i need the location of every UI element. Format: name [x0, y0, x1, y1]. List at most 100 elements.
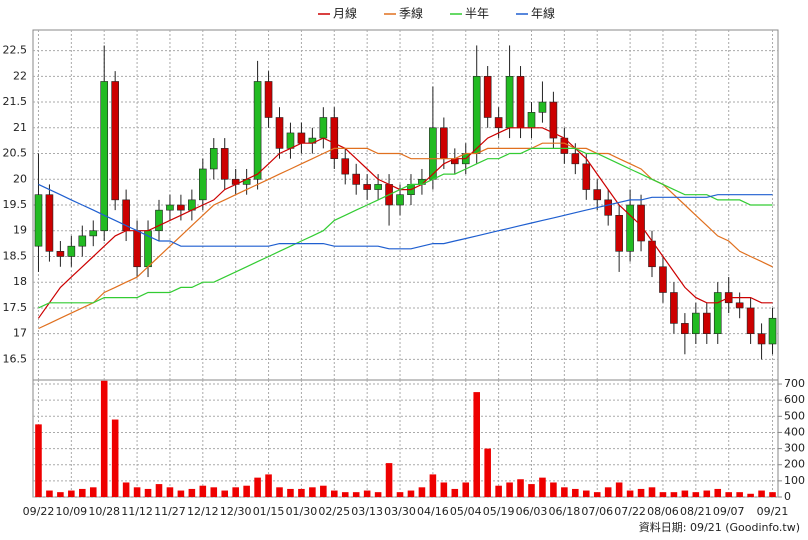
volume-bar — [593, 492, 601, 497]
volume-bar — [144, 488, 152, 497]
candle-body — [166, 204, 174, 211]
x-tick-label: 08/06 — [647, 505, 679, 518]
volume-bar — [484, 448, 491, 497]
volume-bar — [331, 490, 338, 497]
y-tick-label: 21 — [13, 121, 27, 134]
volume-bar — [550, 482, 557, 497]
volume-bar — [736, 492, 743, 497]
volume-bar — [582, 490, 590, 497]
candle-body — [483, 76, 492, 118]
y-tick-label: 17.5 — [3, 301, 28, 314]
ma-line — [38, 183, 773, 250]
candle-body — [472, 76, 481, 154]
y-tick-label: 16.5 — [3, 352, 28, 365]
volume-bar — [604, 487, 612, 497]
x-tick-label: 03/13 — [351, 505, 383, 518]
candle-body — [757, 333, 766, 345]
candle-body — [659, 266, 667, 293]
legend-label: 半年 — [465, 7, 489, 21]
candle-body — [155, 209, 163, 232]
x-tick-label: 12/12 — [187, 505, 219, 518]
y-tick-label: 18 — [13, 275, 27, 288]
x-tick-label: 09/07 — [713, 505, 745, 518]
volume-bar — [232, 487, 239, 497]
volume-bar — [177, 490, 185, 497]
candle-body — [593, 189, 602, 201]
volume-bar — [352, 492, 360, 497]
candle-body — [330, 117, 339, 159]
y-tick-label: 22 — [13, 69, 27, 82]
ma-line — [38, 142, 773, 330]
candle-body — [199, 168, 207, 201]
x-tick-label: 03/30 — [384, 505, 416, 518]
volume-bar — [517, 479, 524, 497]
candle-body — [713, 292, 722, 334]
x-tick-label: 06/03 — [516, 505, 548, 518]
volume-bar — [363, 490, 371, 497]
volume-bar — [473, 392, 480, 497]
x-tick-label: 09/22 — [23, 505, 55, 518]
volume-bar — [396, 492, 404, 497]
candle-body — [264, 81, 273, 118]
candle-body — [67, 245, 76, 257]
volume-bar — [528, 484, 535, 497]
volume-bar — [68, 490, 75, 497]
x-tick-label: 10/09 — [55, 505, 87, 518]
volume-bar — [199, 485, 207, 497]
volume-bar — [626, 490, 634, 497]
candle-body — [177, 204, 185, 211]
volume-bar — [341, 492, 349, 497]
volume-bar — [89, 487, 97, 497]
y-tick-label: 19.5 — [3, 198, 28, 211]
ma-line — [38, 127, 773, 319]
volume-bar — [221, 490, 229, 497]
volume-bar — [681, 490, 689, 497]
x-tick-label: 06/18 — [549, 505, 581, 518]
y2-tick-label: 400 — [784, 425, 805, 438]
x-tick-label: 01/30 — [286, 505, 318, 518]
candle-body — [702, 312, 711, 334]
volume-bar — [320, 485, 327, 497]
volume-bar — [659, 492, 667, 497]
x-tick-label: 10/28 — [88, 505, 120, 518]
candle-body — [78, 235, 87, 247]
volume-bar — [243, 485, 250, 497]
volume-bar — [374, 492, 382, 497]
candle-body — [516, 76, 525, 129]
candle-body — [341, 158, 350, 175]
y2-tick-label: 100 — [784, 474, 805, 487]
y-tick-label: 18.5 — [3, 249, 28, 262]
y2-tick-label: 200 — [784, 458, 805, 471]
candle-body — [527, 112, 536, 129]
candle-body — [604, 199, 612, 216]
volume-bar — [188, 488, 196, 497]
volume-bar — [155, 484, 163, 497]
volume-bar — [418, 487, 426, 497]
volume-bar — [265, 474, 272, 497]
x-tick-label: 11/27 — [154, 505, 186, 518]
volume-bar — [111, 419, 119, 497]
volume-bar — [758, 490, 765, 497]
x-tick-label: 05/04 — [450, 505, 482, 518]
candle-body — [549, 101, 558, 139]
volume-bar — [572, 488, 579, 497]
candle-body — [111, 81, 119, 201]
volume-bar — [122, 482, 130, 497]
candle-body — [681, 323, 689, 334]
candle-body — [297, 132, 306, 144]
candle-body — [505, 76, 514, 129]
y2-tick-label: 700 — [784, 377, 805, 390]
y-tick-label: 20 — [13, 172, 27, 185]
x-tick-label: 11/12 — [121, 505, 153, 518]
x-tick-label: 07/22 — [614, 505, 646, 518]
volume-bar — [79, 488, 86, 497]
volume-bar — [166, 487, 174, 497]
candle-body — [374, 184, 382, 190]
candle-body — [209, 148, 218, 170]
volume-bar — [747, 493, 754, 497]
volume-bar — [385, 463, 393, 497]
volume-bar — [287, 488, 294, 497]
x-tick-label: 09/21 — [757, 505, 789, 518]
x-tick-label: 07/06 — [581, 505, 613, 518]
